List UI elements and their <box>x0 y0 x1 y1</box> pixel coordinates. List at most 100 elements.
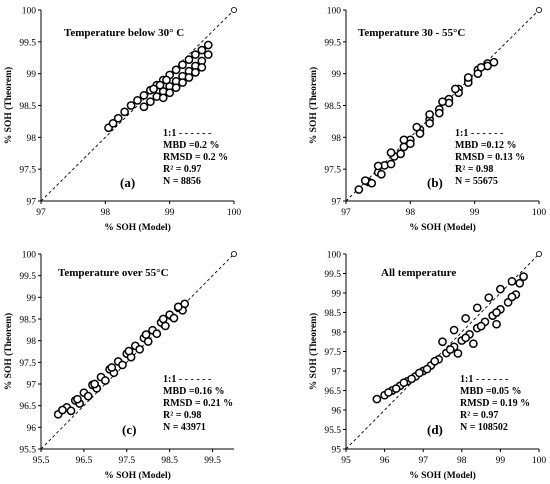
x-tick-label: 97 <box>341 208 351 218</box>
panel-b: 97 98 99 100 97 97.5 98 98.5 99 99.5 100 % SOH (Mod… <box>308 7 546 234</box>
scatter-point <box>203 40 213 50</box>
one-to-one-line <box>345 253 540 450</box>
y-axis-label: % SOH (Theorem) <box>308 67 319 144</box>
scatter-point <box>386 159 396 169</box>
scatter-point <box>133 96 142 105</box>
y-tick-label: 98 <box>27 337 37 347</box>
y-tick-label: 96 <box>27 424 37 434</box>
legend-one-to-one: 1:1 - - - - - - <box>460 374 508 385</box>
scatter-point <box>158 314 168 324</box>
panel-label: (c) <box>122 422 136 437</box>
scatter-point <box>73 394 82 404</box>
scatter-point <box>184 55 194 65</box>
stat-line: N = 43971 <box>163 422 206 433</box>
scatter-point <box>149 84 158 94</box>
y-tick-label: 97 <box>332 198 342 208</box>
scatter-point <box>58 405 67 415</box>
scatter-point <box>139 102 149 112</box>
panel-title: All temperature <box>381 267 456 279</box>
one-to-one-line <box>40 9 235 202</box>
scatter-point <box>162 75 171 85</box>
scatter-point <box>386 148 396 157</box>
scatter-point <box>407 374 416 384</box>
y-tick-label: 95.5 <box>324 426 341 436</box>
scatter-point <box>108 118 118 128</box>
scatter-point <box>425 118 434 128</box>
panel-label: (b) <box>427 175 443 190</box>
y-tick-label: 99 <box>27 70 37 80</box>
scatter-point <box>451 84 460 94</box>
scatter-point <box>399 378 409 388</box>
y-tick-label: 99.5 <box>324 270 341 280</box>
scatter-point <box>107 363 117 372</box>
scatter-point <box>492 308 501 317</box>
y-axis-label: % SOH (Theorem) <box>3 67 14 144</box>
scatter-point <box>169 313 179 323</box>
x-tick-label: 99 <box>470 208 480 218</box>
scatter-point <box>120 107 129 117</box>
y-tick-label: 100 <box>22 7 37 17</box>
scatter-points <box>354 57 499 194</box>
corner-marker <box>536 7 543 13</box>
scatter-point <box>191 50 200 59</box>
scatter-point <box>507 292 517 302</box>
x-axis-label: % SOH (Model) <box>104 222 171 233</box>
y-tick-label: 95 <box>332 446 342 456</box>
scatter-point <box>118 360 127 370</box>
x-tick-label: 97 <box>418 456 428 466</box>
x-tick-label: 98.5 <box>161 456 178 466</box>
scatter-point <box>461 333 471 343</box>
y-tick-label: 100 <box>327 251 342 261</box>
scatter-point <box>171 83 181 93</box>
scatter-point <box>453 349 463 358</box>
scatter-point <box>161 321 170 331</box>
x-tick-label: 97.5 <box>118 456 135 466</box>
scatter-point <box>396 149 406 159</box>
x-tick-label: 96 <box>380 456 390 466</box>
x-tick-label: 99 <box>496 456 506 466</box>
stat-line: MBD =0.12 % <box>455 140 517 151</box>
scatter-point <box>143 337 153 346</box>
y-tick-label: 96 <box>332 407 342 417</box>
stat-line: N = 55675 <box>455 176 498 187</box>
scatter-point <box>405 139 415 149</box>
scatter-point <box>425 110 434 119</box>
scatter-point <box>90 379 99 389</box>
scatter-point <box>178 78 187 87</box>
scatter-point <box>203 50 213 59</box>
scatter-point <box>414 368 424 378</box>
scatter-points <box>104 40 213 133</box>
scatter-point <box>373 161 383 171</box>
scatter-point <box>372 394 382 404</box>
y-tick-label: 100 <box>22 251 37 261</box>
y-tick-label: 98 <box>27 134 37 144</box>
y-tick-label: 99 <box>332 70 342 80</box>
y-tick-label: 98.5 <box>324 309 341 319</box>
scatter-point <box>360 176 370 185</box>
y-tick-label: 98 <box>332 134 342 144</box>
stat-line: RMSD = 0.13 % <box>455 152 525 163</box>
x-tick-label: 98 <box>101 208 111 218</box>
panel-c: 95.5 96.5 97.5 98.5 99.5 95.5 96 96.5 97 97.5 98 98… <box>3 251 237 481</box>
legend-one-to-one: 1:1 - - - - - - <box>163 374 211 385</box>
scatter-point <box>438 97 447 107</box>
scatter-point <box>422 364 432 374</box>
scatter-point <box>469 339 478 349</box>
scatter-point <box>412 122 422 132</box>
y-axis-label: % SOH (Theorem) <box>308 313 319 390</box>
x-tick-label: 99 <box>165 208 175 218</box>
scatter-point <box>135 344 144 354</box>
scatter-point <box>445 345 455 354</box>
corner-marker <box>230 7 237 13</box>
panel-title: Temperature over 55°C <box>58 267 169 279</box>
x-tick-label: 99.5 <box>204 456 221 466</box>
scatter-points <box>53 299 190 419</box>
scatter-point <box>449 325 459 335</box>
legend-one-to-one: 1:1 - - - - - - <box>163 128 211 139</box>
scatter-point <box>158 93 168 103</box>
scatter-point <box>484 293 494 303</box>
stat-line: MBD =0.05 % <box>460 386 522 397</box>
x-axis-label: % SOH (Model) <box>409 222 476 233</box>
scatter-point <box>113 113 123 123</box>
